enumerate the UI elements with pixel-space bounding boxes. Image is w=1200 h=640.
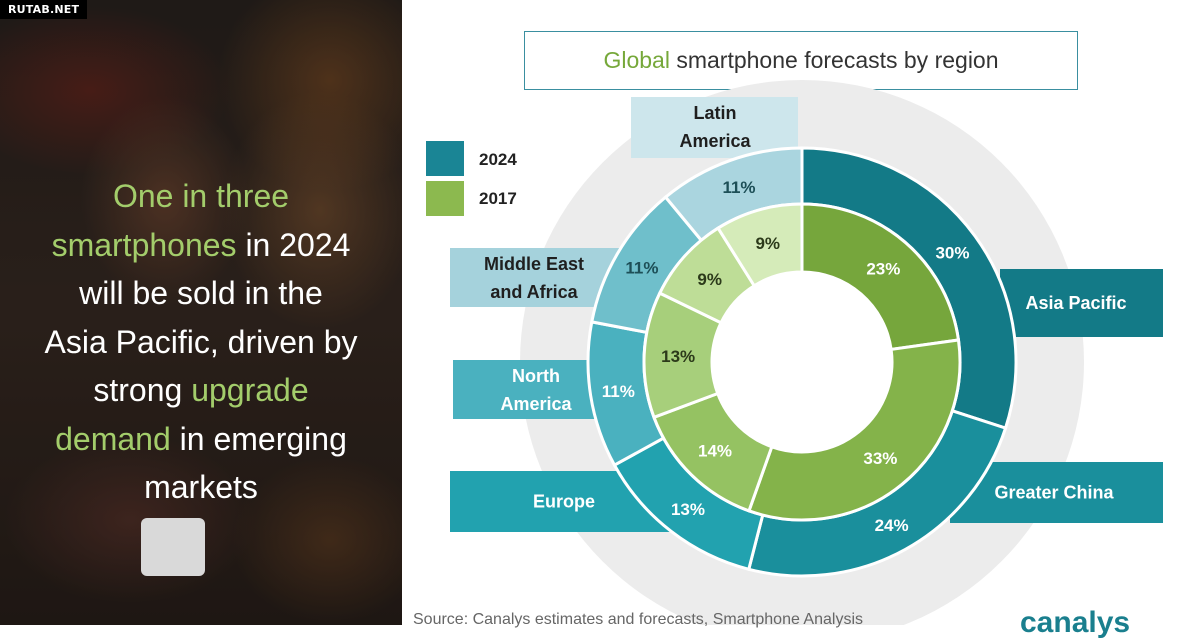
watermark: RUTAB.NET bbox=[0, 0, 88, 19]
headline-part: will be sold in the bbox=[79, 275, 323, 311]
headline-part: Asia Pacific, driven by bbox=[44, 323, 358, 360]
region-label-europe: Europe bbox=[533, 492, 595, 512]
outer-pct-label: 30% bbox=[935, 244, 969, 263]
region-label-greater-china: Greater China bbox=[994, 483, 1114, 503]
region-box-latin-america bbox=[631, 97, 798, 158]
headline-part: in 2024 bbox=[236, 226, 351, 263]
outer-pct-label: 11% bbox=[722, 178, 755, 197]
inner-pct-label: 33% bbox=[863, 449, 897, 468]
region-box-asia-pacific bbox=[1000, 269, 1163, 337]
legend-label-2017: 2017 bbox=[479, 189, 517, 208]
headline-part: One in three bbox=[112, 178, 290, 214]
chart-center-hole bbox=[712, 272, 892, 452]
region-label-north-america: America bbox=[500, 394, 572, 414]
inner-pct-label: 9% bbox=[697, 270, 722, 289]
photo-background: One in three smartphones in 2024 will be… bbox=[0, 0, 402, 625]
headline-part: in emerging bbox=[170, 420, 347, 457]
headline-part: upgrade bbox=[191, 372, 309, 408]
phone-image bbox=[141, 518, 205, 576]
headline-text: One in three smartphones in 2024 will be… bbox=[18, 172, 384, 512]
inner-pct-label: 14% bbox=[698, 441, 732, 460]
outer-pct-label: 13% bbox=[671, 500, 705, 519]
canalys-logo: canalys bbox=[1020, 606, 1131, 639]
headline-part: smartphones bbox=[51, 226, 237, 263]
region-label-asia-pacific: Asia Pacific bbox=[1025, 293, 1126, 313]
chart-title-rest: smartphone forecasts by region bbox=[669, 47, 999, 73]
headline-part: strong bbox=[93, 372, 192, 408]
inner-pct-label: 9% bbox=[755, 234, 780, 253]
headline-part: demand bbox=[55, 420, 171, 457]
outer-pct-label: 11% bbox=[625, 258, 658, 277]
legend-label-2024: 2024 bbox=[479, 150, 517, 169]
inner-pct-label: 23% bbox=[866, 259, 900, 278]
outer-pct-label: 11% bbox=[602, 382, 635, 401]
outer-pct-label: 24% bbox=[875, 516, 909, 535]
region-label-latin-america: America bbox=[679, 131, 751, 151]
source-note: Source: Canalys estimates and forecasts,… bbox=[413, 611, 863, 628]
region-label-middle-east-africa: and Africa bbox=[490, 282, 578, 302]
chart-title: Global smartphone forecasts by region bbox=[524, 31, 1078, 90]
inner-pct-label: 13% bbox=[661, 347, 695, 366]
chart-title-accent: Global bbox=[603, 47, 670, 73]
legend-swatch-2024 bbox=[426, 141, 464, 176]
region-label-north-america: North bbox=[512, 366, 560, 386]
legend-swatch-2017 bbox=[426, 181, 464, 216]
region-label-middle-east-africa: Middle East bbox=[484, 254, 584, 274]
donut-chart: 30% 24% 13% 11% 11% 11% 23% 33% 14% 13% 9% 9% Asia … bbox=[450, 80, 1163, 625]
region-label-latin-america: Latin bbox=[694, 103, 737, 123]
headline-part: markets bbox=[144, 469, 258, 505]
